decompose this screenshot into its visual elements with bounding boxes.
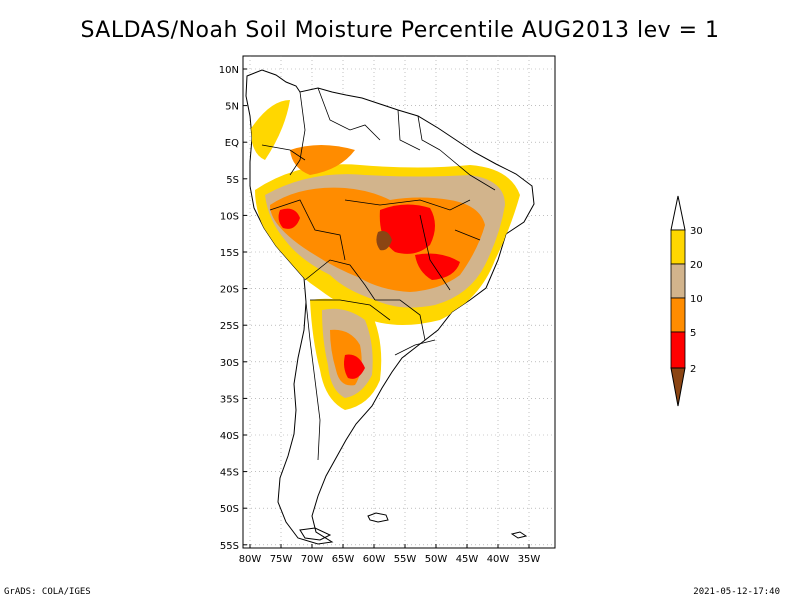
lat-tick-label: 10S xyxy=(220,211,239,222)
lon-tick-label: 65W xyxy=(332,554,355,565)
colorbar-level-label: 5 xyxy=(690,328,696,339)
lat-tick-label: 5S xyxy=(226,175,239,186)
latitude-tick-labels: 10N 5N EQ 5S 10S 15S 20S 25S 30S 35S 40S 45S 50S 55S xyxy=(219,65,247,552)
lon-tick-label: 35W xyxy=(518,554,541,565)
colorbar-level-label: 10 xyxy=(690,294,703,305)
lon-tick-label: 55W xyxy=(394,554,417,565)
colorbar-10-20 xyxy=(670,263,686,299)
colorbar-level-label: 30 xyxy=(690,226,703,237)
lon-tick-label: 40W xyxy=(487,554,510,565)
lon-tick-label: 45W xyxy=(456,554,479,565)
south-georgia xyxy=(510,531,528,539)
lon-tick-label: 60W xyxy=(363,554,386,565)
lat-tick-label: 40S xyxy=(220,431,239,442)
lat-tick-label: 5N xyxy=(225,102,239,113)
shade-below-2 xyxy=(376,231,392,251)
color-bar-legend: 2 5 10 20 30 xyxy=(670,195,703,407)
colorbar-above-30 xyxy=(670,195,686,231)
lat-tick-label: 25S xyxy=(220,321,239,332)
shade-5-10 xyxy=(290,145,355,175)
longitude-tick-labels: 80W 75W 70W 65W 60W 55W 50W 45W 40W 35W xyxy=(239,544,541,565)
falkland-islands xyxy=(367,512,389,523)
lat-tick-label: 10N xyxy=(219,65,239,76)
lat-tick-label: 35S xyxy=(220,394,239,405)
colorbar-5-10 xyxy=(670,297,686,333)
lat-tick-label: 15S xyxy=(220,248,239,259)
lon-tick-label: 80W xyxy=(239,554,262,565)
colorbar-20-30 xyxy=(670,229,686,265)
country-borders xyxy=(261,87,496,461)
grads-credit: GrADS: COLA/IGES xyxy=(4,587,91,597)
percentile-shading xyxy=(250,100,520,410)
lat-tick-label: 20S xyxy=(220,285,239,296)
shade-2-5 xyxy=(344,354,365,379)
colorbar-level-label: 20 xyxy=(690,260,703,271)
shade-20-30 xyxy=(250,100,290,160)
colorbar-level-label: 2 xyxy=(690,364,696,375)
lat-tick-label: EQ xyxy=(225,138,239,149)
lat-tick-label: 55S xyxy=(220,541,239,552)
lon-tick-label: 50W xyxy=(425,554,448,565)
shade-2-5 xyxy=(415,253,460,280)
lat-tick-label: 50S xyxy=(220,504,239,515)
lat-tick-label: 30S xyxy=(220,358,239,369)
colorbar-below-2 xyxy=(670,367,686,407)
lon-tick-label: 70W xyxy=(301,554,324,565)
lat-tick-label: 45S xyxy=(220,468,239,479)
timestamp: 2021-05-12-17:40 xyxy=(693,587,780,597)
shade-2-5 xyxy=(278,208,300,229)
lon-tick-label: 75W xyxy=(270,554,293,565)
plot-title: SALDAS/Noah Soil Moisture Percentile AUG… xyxy=(80,18,720,43)
colorbar-2-5 xyxy=(670,331,686,369)
tierra-del-fuego xyxy=(299,527,332,541)
shade-2-5 xyxy=(379,204,435,254)
